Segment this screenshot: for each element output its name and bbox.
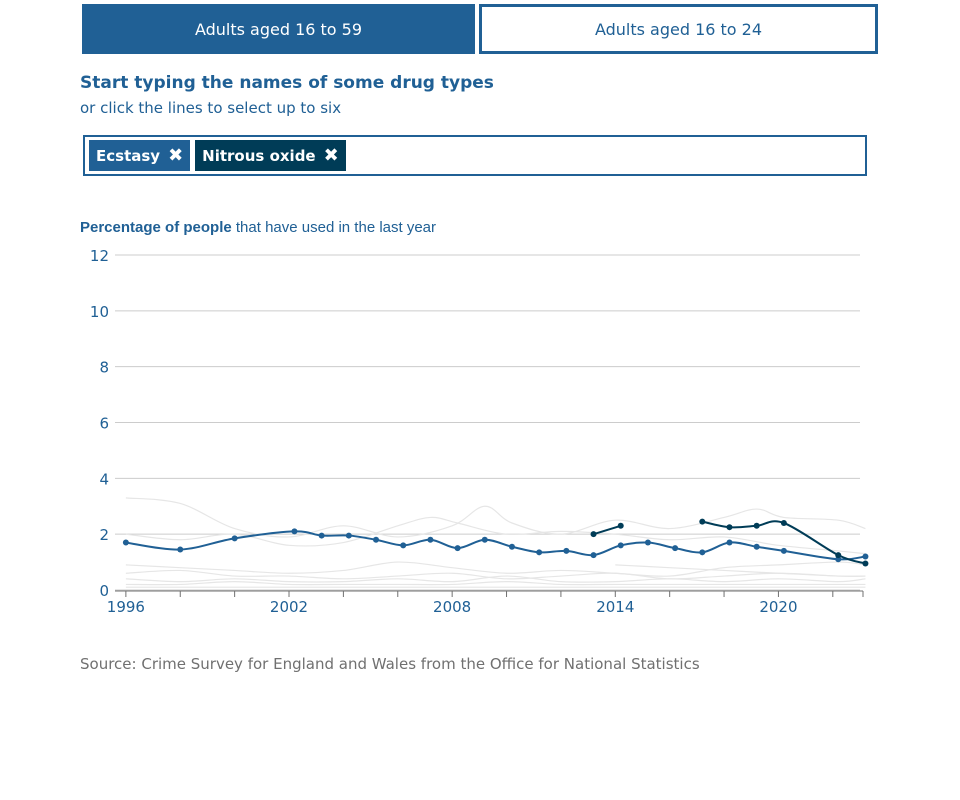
background-series-line <box>125 561 866 577</box>
data-point <box>672 545 679 552</box>
y-tick-label: 0 <box>99 582 109 600</box>
chip-nitrous-oxide[interactable]: Nitrous oxide ✖ <box>195 140 346 171</box>
chart-heading: Percentage of people that have used in t… <box>80 219 436 236</box>
data-point <box>726 539 733 546</box>
age-group-tabs: Adults aged 16 to 59 Adults aged 16 to 2… <box>82 4 878 54</box>
data-point <box>699 549 706 556</box>
data-point <box>345 532 352 539</box>
data-point <box>753 543 760 550</box>
chip-ecstasy[interactable]: Ecstasy ✖ <box>89 140 191 171</box>
drug-search-input[interactable] <box>350 139 865 172</box>
background-series-line <box>125 575 866 583</box>
background-series-line <box>125 569 866 580</box>
data-point <box>508 543 515 550</box>
data-point <box>291 528 298 535</box>
background-series-line <box>125 497 866 538</box>
data-point <box>536 549 543 556</box>
data-point <box>318 532 325 539</box>
y-tick-label: 12 <box>90 247 109 265</box>
data-point <box>427 536 434 543</box>
data-point <box>590 531 597 538</box>
series-line-nitrous-oxide <box>593 524 622 536</box>
data-point <box>699 518 706 525</box>
data-point <box>400 542 407 549</box>
background-series-line <box>125 581 866 586</box>
x-tick-label: 2014 <box>596 598 634 616</box>
data-point <box>373 536 380 543</box>
remove-icon[interactable]: ✖ <box>323 144 339 166</box>
tab-adults-16-to-24[interactable]: Adults aged 16 to 24 <box>479 4 878 54</box>
background-series-line <box>615 564 866 577</box>
y-tick-label: 10 <box>90 303 109 321</box>
x-tick-label: 1996 <box>107 598 145 616</box>
data-point <box>481 536 488 543</box>
prompt-subtitle: or click the lines to select up to six <box>80 99 342 117</box>
line-chart: 0 2 4 6 8 10 12 1996 2002 2008 2014 2020 <box>90 247 869 616</box>
prompt-title: Start typing the names of some drug type… <box>80 73 494 93</box>
y-tick-label: 2 <box>99 526 109 544</box>
data-point <box>122 539 129 546</box>
chip-label: Ecstasy <box>96 146 161 165</box>
x-tick-label: 2002 <box>270 598 308 616</box>
data-point <box>231 535 238 542</box>
tab-adults-16-to-59[interactable]: Adults aged 16 to 59 <box>82 4 475 54</box>
remove-icon[interactable]: ✖ <box>168 144 184 166</box>
data-point <box>835 556 842 563</box>
data-point <box>753 522 760 529</box>
data-point <box>617 542 624 549</box>
data-point <box>780 520 787 526</box>
data-point <box>862 560 869 567</box>
data-point <box>454 545 461 552</box>
y-tick-label: 6 <box>99 415 109 433</box>
y-tick-label: 8 <box>99 359 109 377</box>
data-point <box>563 547 570 554</box>
data-point <box>835 552 842 559</box>
data-point <box>177 546 184 553</box>
data-point <box>780 547 787 554</box>
x-tick-label: 2020 <box>759 598 797 616</box>
data-point <box>590 552 597 559</box>
selection-prompt: Start typing the names of some drug type… <box>80 72 494 118</box>
chart-heading-rest: that have used in the last year <box>231 219 437 236</box>
drug-type-selector[interactable]: Ecstasy ✖ Nitrous oxide ✖ <box>83 135 867 176</box>
data-point <box>644 539 651 546</box>
source-note: Source: Crime Survey for England and Wal… <box>80 655 700 673</box>
background-series-line <box>125 516 866 555</box>
x-tick-label: 2008 <box>433 598 471 616</box>
data-point <box>617 522 624 529</box>
data-point <box>726 524 733 531</box>
chip-label: Nitrous oxide <box>202 146 316 165</box>
data-point <box>862 553 869 560</box>
chart-heading-bold: Percentage of people <box>80 219 232 236</box>
y-tick-label: 4 <box>99 470 109 488</box>
